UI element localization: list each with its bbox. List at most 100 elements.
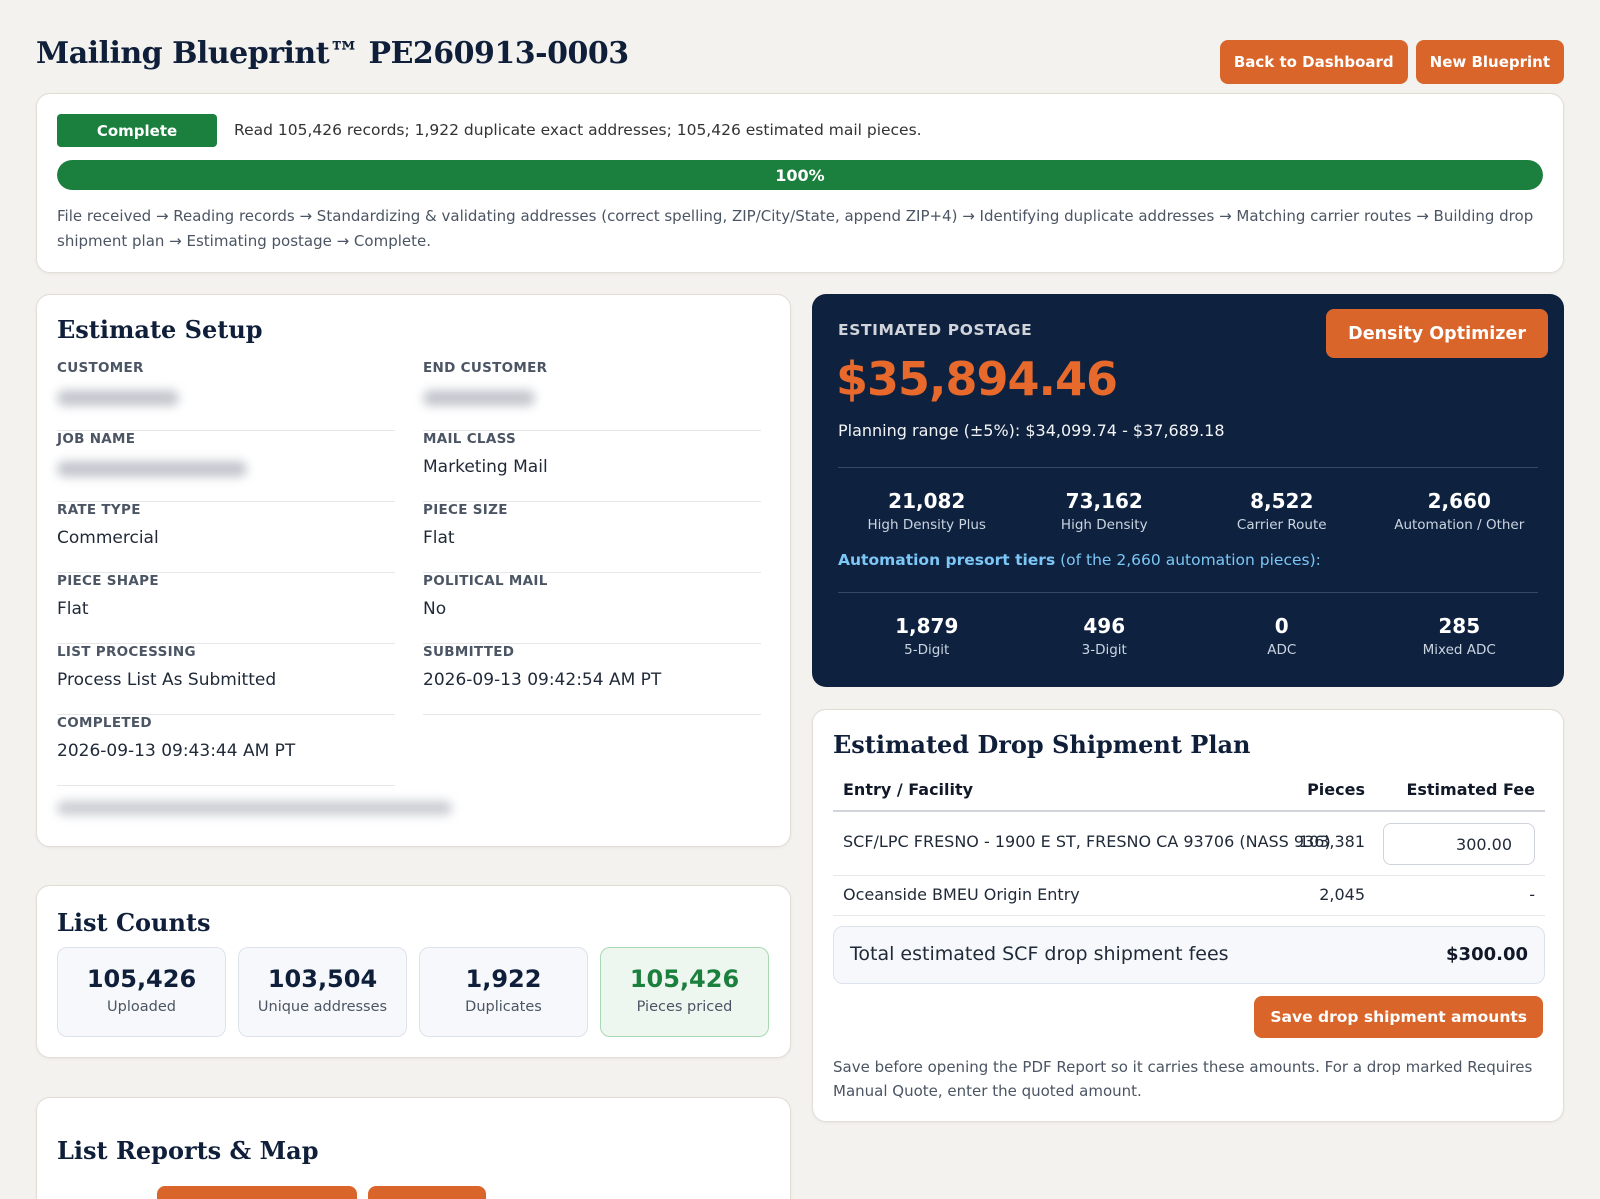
field-rate-type: RATE TYPE Commercial (57, 502, 395, 573)
facility-cell: Oceanside BMEU Origin Entry (843, 885, 1080, 904)
stat-value: 2,660 (1427, 489, 1491, 513)
field-completed: COMPLETED 2026-09-13 09:43:44 AM PT (57, 715, 395, 786)
count-uploaded: 105,426 Uploaded (57, 947, 226, 1037)
count-duplicates: 1,922 Duplicates (419, 947, 588, 1037)
drop-shipment-note: Save before opening the PDF Report so it… (833, 1058, 1533, 1100)
status-card: Complete Read 105,426 records; 1,922 dup… (36, 93, 1564, 273)
divider (838, 467, 1538, 468)
total-fees-label: Total estimated SCF drop shipment fees (850, 943, 1229, 965)
field-value: Commercial (57, 528, 159, 548)
count-value: 1,922 (465, 965, 542, 993)
presort-note: Automation presort tiers (of the 2,660 a… (838, 551, 1321, 569)
field-submitted: SUBMITTED 2026-09-13 09:42:54 AM PT (423, 644, 761, 715)
column-header-pieces: Pieces (1307, 780, 1365, 799)
field-label: SUBMITTED (423, 644, 515, 660)
presort-tier-row: 1,879 5-Digit 496 3-Digit 0 ADC 285 Mixe… (838, 614, 1548, 658)
report-button[interactable] (157, 1186, 357, 1199)
count-pieces-priced: 105,426 Pieces priced (600, 947, 769, 1037)
tier-high-density: 73,162 High Density (1016, 489, 1194, 533)
field-label: COMPLETED (57, 715, 152, 731)
field-label: END CUSTOMER (423, 360, 548, 376)
estimate-setup-card: Estimate Setup CUSTOMER END CUSTOMER JOB… (36, 294, 791, 847)
postage-amount: $35,894.46 (836, 352, 1118, 406)
redacted-value (57, 390, 179, 406)
list-counts-title: List Counts (57, 908, 211, 937)
column-header-fee: Estimated Fee (1406, 780, 1535, 799)
facility-cell: SCF/LPC FRESNO - 1900 E ST, FRESNO CA 93… (843, 832, 1331, 851)
estimate-setup-title: Estimate Setup (57, 315, 263, 344)
field-label: JOB NAME (57, 431, 136, 447)
status-badge: Complete (57, 114, 217, 147)
field-value: Marketing Mail (423, 457, 548, 477)
tier-carrier-route: 8,522 Carrier Route (1193, 489, 1371, 533)
stat-value: 21,082 (888, 489, 966, 513)
field-piece-size: PIECE SIZE Flat (423, 502, 761, 573)
list-counts-card: List Counts 105,426 Uploaded 103,504 Uni… (36, 885, 791, 1058)
list-reports-card: List Reports & Map (36, 1097, 791, 1199)
redacted-value (423, 390, 535, 406)
stat-caption: ADC (1267, 642, 1297, 658)
stat-caption: 5-Digit (904, 642, 950, 658)
progress-label: 100% (775, 165, 825, 185)
field-value: Flat (57, 599, 89, 619)
presort-note-text: (of the 2,660 automation pieces): (1055, 551, 1321, 569)
table-row: Oceanside BMEU Origin Entry 2,045 - (833, 876, 1545, 916)
stat-caption: High Density (1060, 517, 1148, 533)
field-label: CUSTOMER (57, 360, 144, 376)
drop-shipment-card: Estimated Drop Shipment Plan Entry / Fac… (812, 709, 1564, 1122)
fee-input[interactable] (1383, 823, 1535, 865)
field-list-processing: LIST PROCESSING Process List As Submitte… (57, 644, 395, 715)
field-label: RATE TYPE (57, 502, 141, 518)
divider (838, 592, 1538, 593)
field-mail-class: MAIL CLASS Marketing Mail (423, 431, 761, 502)
count-caption: Pieces priced (636, 999, 733, 1015)
stat-value: 73,162 (1065, 489, 1143, 513)
field-label: LIST PROCESSING (57, 644, 196, 660)
stat-value: 8,522 (1250, 489, 1314, 513)
field-customer: CUSTOMER (57, 360, 395, 431)
pieces-cell: 2,045 (1319, 885, 1365, 904)
new-blueprint-button[interactable]: New Blueprint (1415, 40, 1564, 84)
redacted-value (57, 461, 247, 477)
table-row: SCF/LPC FRESNO - 1900 E ST, FRESNO CA 93… (833, 812, 1545, 876)
drop-shipment-title: Estimated Drop Shipment Plan (833, 730, 1251, 759)
field-value: 2026-09-13 09:43:44 AM PT (57, 741, 296, 761)
stat-value: 1,879 (895, 614, 959, 638)
progress-bar: 100% (57, 160, 1543, 190)
count-caption: Unique addresses (257, 999, 388, 1015)
field-value: Flat (423, 528, 455, 548)
page-title: Mailing Blueprint™ PE260913-0003 (36, 36, 629, 71)
tier-automation-other: 2,660 Automation / Other (1371, 489, 1549, 533)
progress-steps: File received → Reading records → Standa… (57, 207, 1534, 250)
count-caption: Uploaded (107, 999, 176, 1015)
count-caption: Duplicates (465, 999, 542, 1015)
total-fees-value: $300.00 (1446, 944, 1528, 965)
save-drop-shipment-button[interactable]: Save drop shipment amounts (1254, 996, 1543, 1038)
count-value: 105,426 (86, 965, 197, 993)
field-political-mail: POLITICAL MAIL No (423, 573, 761, 644)
stat-caption: Mixed ADC (1422, 642, 1496, 658)
field-label: PIECE SHAPE (57, 573, 159, 589)
pieces-cell: 103,381 (1298, 832, 1365, 851)
table-header: Entry / Facility Pieces Estimated Fee (833, 768, 1545, 812)
presort-3-digit: 496 3-Digit (1016, 614, 1194, 658)
tier-high-density-plus: 21,082 High Density Plus (838, 489, 1016, 533)
field-value: 2026-09-13 09:42:54 AM PT (423, 670, 662, 690)
count-value: 103,504 (267, 965, 378, 993)
presort-adc: 0 ADC (1193, 614, 1371, 658)
count-unique-addresses: 103,504 Unique addresses (238, 947, 407, 1037)
density-optimizer-button[interactable]: Density Optimizer (1326, 309, 1548, 358)
total-fees-box: Total estimated SCF drop shipment fees $… (833, 926, 1545, 984)
header-actions: Back to Dashboard New Blueprint (1219, 40, 1564, 84)
stat-value: 496 (1083, 614, 1126, 638)
back-to-dashboard-button[interactable]: Back to Dashboard (1219, 40, 1408, 84)
progress-fill: 100% (57, 160, 1543, 190)
stat-caption: 3-Digit (1081, 642, 1127, 658)
column-header-facility: Entry / Facility (843, 780, 974, 799)
status-summary: Read 105,426 records; 1,922 duplicate ex… (234, 121, 922, 139)
map-button[interactable] (368, 1186, 486, 1199)
stat-caption: High Density Plus (867, 517, 986, 533)
stat-caption: Carrier Route (1236, 517, 1327, 533)
density-tier-row: 21,082 High Density Plus 73,162 High Den… (838, 489, 1548, 533)
postage-label: ESTIMATED POSTAGE (838, 321, 1033, 339)
